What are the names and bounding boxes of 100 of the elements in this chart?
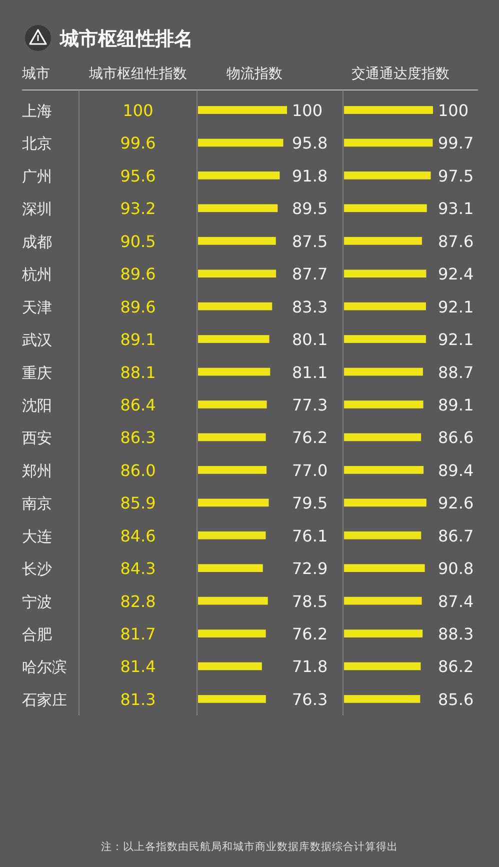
data-label: 78.5: [292, 592, 328, 611]
data-label: 81.7: [120, 624, 156, 644]
bar: [344, 433, 422, 442]
data-label: 76.2: [292, 428, 328, 448]
text: 城市枢纽性指数: [88, 66, 187, 82]
bar: [198, 630, 266, 638]
bar: [198, 204, 278, 212]
bar: [344, 564, 425, 572]
data-label: 87.4: [438, 592, 474, 611]
category-label: 杭州: [21, 266, 52, 284]
data-label: 86.3: [120, 428, 156, 448]
bar: [198, 335, 270, 343]
data-label: 82.8: [120, 592, 156, 611]
data-label: 72.9: [292, 559, 328, 578]
data-label: 84.6: [120, 526, 156, 546]
data-label: 90.5: [120, 232, 156, 251]
data-label: 91.8: [292, 166, 328, 186]
bar: [344, 270, 426, 278]
bar: [198, 172, 280, 180]
data-label: 87.5: [292, 232, 328, 251]
bar: [198, 400, 267, 408]
text: 城市枢纽性排名: [59, 28, 193, 50]
category-label: 长沙: [22, 560, 52, 578]
category-label: 成都: [22, 232, 52, 251]
category-label: 天津: [22, 298, 52, 316]
bar: [344, 236, 422, 245]
bar: [198, 498, 269, 507]
category-label: 宁波: [22, 592, 52, 611]
category-label: 石家庄: [22, 690, 67, 709]
data-label: 71.8: [292, 657, 328, 676]
data-label: 86.7: [438, 526, 474, 546]
text: 城市: [21, 66, 50, 82]
category-label: 沈阳: [22, 396, 52, 414]
data-label: 88.7: [438, 362, 474, 382]
data-label: 89.5: [292, 199, 328, 218]
data-label: 99.6: [120, 134, 156, 153]
category-label: 郑州: [22, 462, 52, 480]
bar: [344, 531, 422, 540]
data-label: 87.7: [292, 264, 328, 284]
data-label: 80.1: [292, 330, 328, 350]
category-label: 重庆: [22, 364, 52, 382]
data-label: 81.4: [120, 657, 156, 676]
text: 注：以上各指数由民航局和城市商业数据库数据综合计算得出: [101, 840, 398, 853]
data-label: 92.1: [438, 330, 474, 350]
bar: [344, 400, 424, 408]
bar: [198, 662, 262, 670]
bar: [344, 368, 423, 376]
x-axis-title: 物流指数: [226, 66, 282, 82]
data-label: 81.1: [292, 362, 328, 382]
bar: [198, 466, 267, 474]
bar: [344, 138, 433, 147]
category-label: 深圳: [22, 200, 52, 218]
data-label: 100: [438, 101, 469, 120]
bar: [344, 172, 431, 180]
data-label: 100: [292, 101, 323, 120]
data-label: 86.4: [120, 395, 156, 414]
category-label: 西安: [22, 429, 52, 448]
bar: [344, 466, 424, 474]
bar: [198, 433, 266, 442]
data-label: 85.9: [120, 494, 156, 513]
data-label: 86.0: [120, 460, 156, 480]
bar: [344, 302, 426, 310]
bar: [198, 138, 284, 147]
data-label: 93.1: [438, 199, 474, 218]
bar: [344, 106, 433, 114]
category-label: 大连: [22, 527, 52, 546]
data-label: 87.6: [438, 232, 474, 251]
bar: [344, 335, 426, 343]
data-label: 88.3: [438, 624, 474, 644]
data-label: 97.5: [438, 166, 474, 186]
data-label: 100: [122, 101, 154, 120]
category-label: 哈尔滨: [22, 658, 67, 676]
data-label: 89.4: [438, 460, 474, 480]
data-label: 92.1: [438, 297, 474, 316]
data-label: 90.8: [438, 559, 474, 578]
data-label: 84.3: [120, 559, 156, 578]
data-label: 89.6: [120, 264, 156, 284]
bar: [198, 236, 276, 245]
bar: [344, 695, 420, 703]
bar: [198, 368, 270, 376]
data-label: 79.5: [292, 494, 328, 513]
bar: [344, 630, 423, 638]
data-label: 92.4: [438, 264, 474, 284]
x-axis-title: 交通通达度指数: [352, 66, 450, 82]
data-label: 85.6: [438, 690, 474, 709]
category-label: 武汉: [22, 331, 52, 350]
data-label: 99.7: [438, 134, 474, 153]
bar: [198, 596, 268, 605]
bar: [198, 270, 276, 278]
data-label: 86.6: [438, 428, 474, 448]
category-label: 南京: [22, 494, 52, 513]
data-label: 76.2: [292, 624, 328, 644]
bar: [344, 204, 427, 212]
category-label: 合肥: [22, 626, 52, 644]
data-label: 95.6: [120, 166, 156, 186]
bar: [198, 302, 272, 310]
bar: [198, 106, 287, 114]
bar: [344, 596, 422, 605]
data-label: 88.1: [120, 362, 156, 382]
data-label: 76.3: [292, 690, 328, 709]
